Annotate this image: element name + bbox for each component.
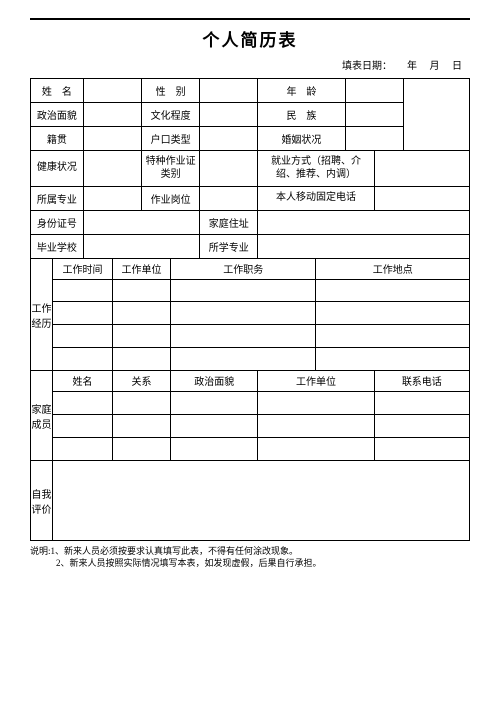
top-rule — [30, 18, 470, 20]
label-hukou: 户口类型 — [142, 127, 200, 151]
wh-row2-place[interactable] — [316, 302, 470, 325]
year-unit: 年 — [407, 57, 417, 72]
field-name[interactable] — [83, 79, 141, 103]
field-employ-type[interactable] — [374, 151, 469, 187]
wh-row4-time[interactable] — [53, 348, 113, 371]
label-employ-type: 就业方式（招聘、介绍、推荐、内调） — [258, 151, 374, 187]
fm-row2-rel[interactable] — [112, 414, 170, 437]
label-cert: 特种作业证类别 — [142, 151, 200, 187]
footer-notes: 说明:1、新来人员必须按要求认真填写此表，不得有任何涂改现象。 2、新来人员按照… — [30, 545, 470, 569]
field-major-belong[interactable] — [83, 187, 141, 211]
fm-row3-rel[interactable] — [112, 437, 170, 460]
label-family: 家庭成员 — [31, 371, 53, 461]
label-wh-duty: 工作职务 — [171, 259, 316, 280]
fm-row1-name[interactable] — [53, 391, 113, 414]
label-fm-tel: 联系电话 — [374, 371, 469, 392]
label-study-major: 所学专业 — [200, 235, 258, 259]
wh-row3-time[interactable] — [53, 325, 113, 348]
field-edu[interactable] — [200, 103, 258, 127]
label-fm-unit: 工作单位 — [258, 371, 374, 392]
label-ethnic: 民 族 — [258, 103, 345, 127]
label-self-eval: 自我评价 — [31, 461, 53, 541]
label-wh-time: 工作时间 — [53, 259, 113, 280]
label-wh-place: 工作地点 — [316, 259, 470, 280]
wh-row4-unit[interactable] — [112, 348, 170, 371]
field-sex[interactable] — [200, 79, 258, 103]
label-wh-unit: 工作单位 — [112, 259, 170, 280]
footer-line1: 1、新来人员必须按要求认真填写此表，不得有任何涂改现象。 — [51, 546, 299, 556]
label-mobile: 本人移动固定电话 — [258, 187, 374, 211]
wh-row2-duty[interactable] — [171, 302, 316, 325]
label-fm-pol: 政治面貌 — [171, 371, 258, 392]
field-politics[interactable] — [83, 103, 141, 127]
field-native[interactable] — [83, 127, 141, 151]
wh-row4-duty[interactable] — [171, 348, 316, 371]
fill-date-label: 填表日期： — [342, 57, 392, 72]
label-name: 姓 名 — [31, 79, 84, 103]
resume-form-table: 姓 名 性 别 年 龄 政治面貌 文化程度 民 族 籍贯 户口类型 婚姻状况 — [30, 78, 470, 541]
wh-row3-duty[interactable] — [171, 325, 316, 348]
field-job-post[interactable] — [200, 187, 258, 211]
fm-row3-pol[interactable] — [171, 437, 258, 460]
footer-line2: 2、新来人员按照实际情况填写本表，如发现虚假，后果自行承担。 — [56, 558, 322, 568]
field-self-eval[interactable] — [53, 461, 470, 541]
fm-row3-name[interactable] — [53, 437, 113, 460]
month-unit: 月 — [430, 57, 440, 72]
label-home-addr: 家庭住址 — [200, 211, 258, 235]
label-work-history: 工作经历 — [31, 259, 53, 371]
wh-row2-time[interactable] — [53, 302, 113, 325]
fm-row1-unit[interactable] — [258, 391, 374, 414]
label-health: 健康状况 — [31, 151, 84, 187]
label-politics: 政治面貌 — [31, 103, 84, 127]
label-edu: 文化程度 — [142, 103, 200, 127]
wh-row1-unit[interactable] — [112, 279, 170, 302]
label-fm-name: 姓名 — [53, 371, 113, 392]
fm-row1-tel[interactable] — [374, 391, 469, 414]
fm-row3-tel[interactable] — [374, 437, 469, 460]
wh-row3-unit[interactable] — [112, 325, 170, 348]
footer-prefix: 说明: — [30, 546, 51, 556]
label-marital: 婚姻状况 — [258, 127, 345, 151]
wh-row1-duty[interactable] — [171, 279, 316, 302]
wh-row4-place[interactable] — [316, 348, 470, 371]
label-native: 籍贯 — [31, 127, 84, 151]
fm-row1-pol[interactable] — [171, 391, 258, 414]
label-age: 年 龄 — [258, 79, 345, 103]
field-id-no[interactable] — [83, 211, 199, 235]
fm-row3-unit[interactable] — [258, 437, 374, 460]
wh-row1-place[interactable] — [316, 279, 470, 302]
field-age[interactable] — [345, 79, 403, 103]
fm-row2-pol[interactable] — [171, 414, 258, 437]
field-mobile[interactable] — [374, 187, 469, 211]
label-sex: 性 别 — [142, 79, 200, 103]
label-job-post: 作业岗位 — [142, 187, 200, 211]
wh-row3-place[interactable] — [316, 325, 470, 348]
field-grad-school[interactable] — [83, 235, 199, 259]
wh-row2-unit[interactable] — [112, 302, 170, 325]
label-major-belong: 所属专业 — [31, 187, 84, 211]
page: 个人简历表 填表日期： 年 月 日 姓 名 性 别 年 龄 政治面 — [0, 0, 500, 707]
fm-row2-name[interactable] — [53, 414, 113, 437]
fm-row2-tel[interactable] — [374, 414, 469, 437]
day-unit: 日 — [452, 57, 462, 72]
field-health[interactable] — [83, 151, 141, 187]
fm-row1-rel[interactable] — [112, 391, 170, 414]
fill-date-line: 填表日期： 年 月 日 — [30, 57, 462, 72]
field-hukou[interactable] — [200, 127, 258, 151]
photo-box[interactable] — [403, 79, 469, 151]
label-fm-rel: 关系 — [112, 371, 170, 392]
wh-row1-time[interactable] — [53, 279, 113, 302]
label-id-no: 身份证号 — [31, 211, 84, 235]
field-study-major[interactable] — [258, 235, 470, 259]
field-cert[interactable] — [200, 151, 258, 187]
field-marital[interactable] — [345, 127, 403, 151]
document-title: 个人简历表 — [30, 26, 470, 51]
fm-row2-unit[interactable] — [258, 414, 374, 437]
field-home-addr[interactable] — [258, 211, 470, 235]
field-ethnic[interactable] — [345, 103, 403, 127]
label-grad-school: 毕业学校 — [31, 235, 84, 259]
